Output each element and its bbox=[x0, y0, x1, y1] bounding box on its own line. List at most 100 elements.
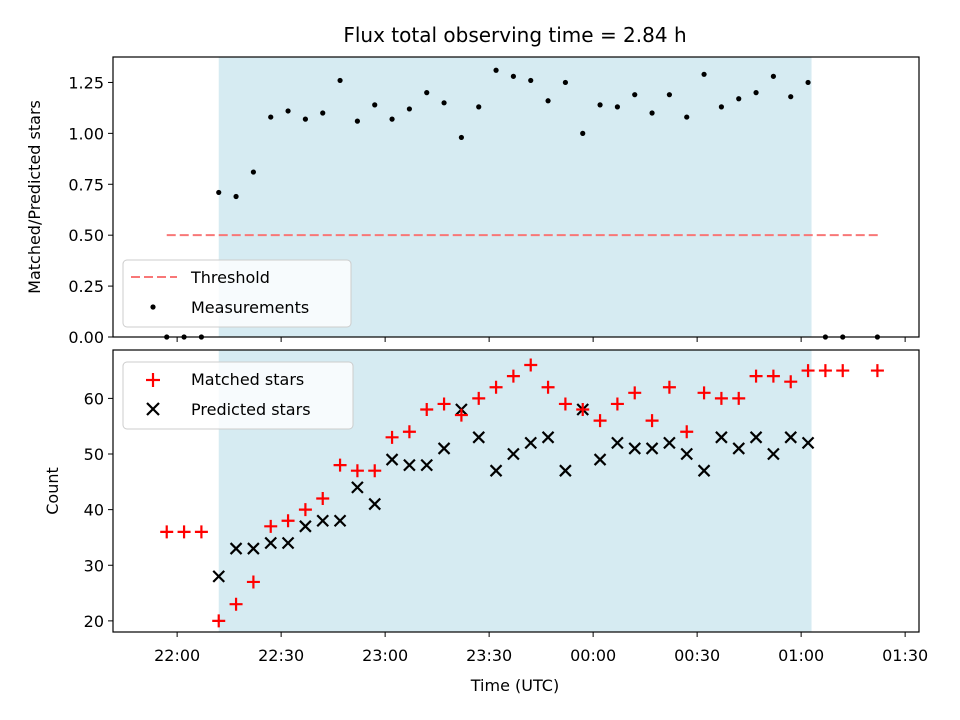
x-tick-label: 00:00 bbox=[570, 646, 616, 665]
top-legend-box bbox=[122, 259, 352, 328]
predicted-marker bbox=[767, 447, 780, 461]
matched-marker bbox=[749, 369, 763, 383]
measurement-point bbox=[510, 73, 516, 79]
measurement-point bbox=[718, 104, 725, 110]
predicted-marker bbox=[489, 464, 503, 477]
bottom-plot-frame bbox=[112, 349, 920, 633]
matched-marker bbox=[264, 519, 278, 533]
top-y-axis: 0.00 0.25 0.50 0.75 1.00 1.25 bbox=[68, 73, 113, 347]
matched-marker bbox=[645, 414, 659, 428]
measurement-point bbox=[250, 169, 256, 175]
x-tick-label: 22:00 bbox=[154, 646, 200, 665]
matched-marker bbox=[680, 425, 694, 439]
matched-markers bbox=[160, 358, 884, 628]
matched-marker bbox=[437, 397, 451, 411]
matched-marker bbox=[524, 358, 538, 372]
measurement-point bbox=[268, 114, 274, 120]
matched-marker bbox=[732, 391, 746, 405]
measurement-point bbox=[354, 118, 360, 124]
bottom-x-axis: 22:00 22:30 23:00 23:30 00:00 00:30 01:00 01:30 bbox=[154, 632, 928, 665]
measurement-point bbox=[597, 102, 603, 108]
predicted-marker bbox=[299, 520, 312, 533]
measurement-point bbox=[788, 94, 794, 100]
legend-measurements-label: Measurements bbox=[191, 298, 309, 317]
measurement-point bbox=[684, 114, 690, 120]
predicted-marker bbox=[420, 458, 434, 472]
measurement-point bbox=[753, 90, 759, 96]
measurement-point bbox=[233, 193, 239, 200]
predicted-marker bbox=[628, 442, 642, 455]
matched-marker bbox=[281, 514, 295, 528]
predicted-markers bbox=[212, 403, 815, 583]
top-legend: Threshold Measurements bbox=[122, 259, 352, 328]
predicted-marker bbox=[385, 453, 399, 466]
predicted-marker bbox=[507, 447, 520, 461]
top-plot-frame bbox=[112, 56, 920, 338]
top-y-tick-label: 0.50 bbox=[68, 226, 104, 245]
x-tick-label: 00:30 bbox=[674, 646, 720, 665]
x-axis-label: Time (UTC) bbox=[470, 676, 559, 695]
bottom-y-tick-label: 60 bbox=[84, 389, 104, 408]
measurement-point bbox=[476, 104, 482, 110]
measurement-point bbox=[216, 189, 222, 196]
predicted-marker bbox=[212, 570, 226, 583]
matched-marker bbox=[714, 391, 728, 405]
measurement-point bbox=[805, 79, 811, 86]
measurement-point bbox=[736, 96, 742, 102]
predicted-marker bbox=[368, 497, 382, 511]
matched-marker bbox=[160, 525, 174, 539]
measurement-point bbox=[424, 90, 430, 96]
predicted-marker bbox=[524, 436, 538, 450]
predicted-marker bbox=[593, 453, 607, 466]
predicted-marker bbox=[697, 464, 711, 477]
matched-marker bbox=[194, 525, 208, 539]
measurement-point bbox=[562, 79, 569, 86]
measurement-point bbox=[320, 110, 326, 116]
matched-marker bbox=[368, 464, 382, 478]
matched-marker bbox=[662, 380, 676, 394]
legend-measurements-swatch bbox=[150, 304, 156, 310]
measurement-point bbox=[302, 116, 308, 122]
matched-marker bbox=[350, 464, 364, 478]
matched-marker bbox=[472, 391, 486, 405]
predicted-marker bbox=[801, 436, 815, 450]
bottom-panel: 20 30 40 50 60 22:00 22:30 23:00 23:30 00:00 00:3… bbox=[43, 349, 928, 695]
matched-marker bbox=[870, 364, 884, 378]
x-tick-label: 01:00 bbox=[778, 646, 824, 665]
legend-predicted-label: Predicted stars bbox=[191, 400, 311, 419]
measurement-point bbox=[632, 92, 638, 98]
bottom-y-tick-label: 30 bbox=[84, 556, 104, 575]
measurement-point bbox=[406, 106, 412, 112]
legend-matched-label: Matched stars bbox=[191, 370, 304, 389]
predicted-marker bbox=[264, 536, 278, 550]
matched-marker bbox=[784, 375, 798, 389]
predicted-marker bbox=[351, 481, 364, 494]
matched-marker bbox=[506, 369, 520, 383]
matched-marker bbox=[177, 525, 191, 539]
measurement-point bbox=[285, 108, 291, 114]
top-y-tick-label: 0.00 bbox=[68, 328, 104, 347]
matched-marker bbox=[420, 403, 434, 417]
measurement-point bbox=[666, 92, 673, 98]
matched-marker bbox=[576, 403, 590, 417]
measurement-point bbox=[528, 77, 534, 84]
predicted-marker bbox=[732, 442, 746, 455]
predicted-marker bbox=[437, 442, 451, 455]
matched-marker bbox=[801, 364, 815, 378]
bottom-legend: Matched stars Predicted stars bbox=[122, 361, 354, 430]
x-tick-label: 23:00 bbox=[362, 646, 408, 665]
predicted-marker bbox=[715, 431, 728, 444]
predicted-marker bbox=[281, 536, 295, 550]
x-tick-label: 22:30 bbox=[258, 646, 304, 665]
matched-marker bbox=[333, 458, 347, 472]
matched-marker bbox=[385, 430, 399, 444]
matched-marker bbox=[593, 414, 607, 428]
predicted-marker bbox=[247, 542, 260, 555]
matched-marker bbox=[454, 408, 468, 422]
matched-marker bbox=[316, 492, 330, 506]
predicted-marker bbox=[316, 514, 330, 528]
measurement-point bbox=[337, 77, 343, 84]
matched-marker bbox=[489, 380, 503, 394]
top-x-ticks bbox=[176, 337, 906, 342]
